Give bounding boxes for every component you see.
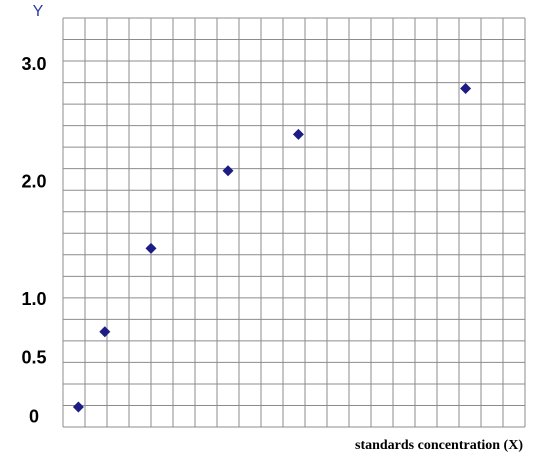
y-tick-label: 3.0 <box>21 54 46 74</box>
data-point <box>72 401 84 413</box>
data-point <box>145 242 157 254</box>
y-tick-label: 2.0 <box>21 171 46 191</box>
grid <box>62 17 526 428</box>
x-axis-label: standards concentration (X) <box>355 438 523 453</box>
data-point <box>99 326 111 338</box>
data-point <box>292 128 304 140</box>
y-tick-label: 0 <box>29 406 39 426</box>
y-tick-label: 1.0 <box>21 289 46 309</box>
data-point <box>222 165 234 177</box>
data-point <box>460 83 472 95</box>
y-axis-label: Y <box>33 3 44 20</box>
y-tick-label: 0.5 <box>21 348 46 368</box>
